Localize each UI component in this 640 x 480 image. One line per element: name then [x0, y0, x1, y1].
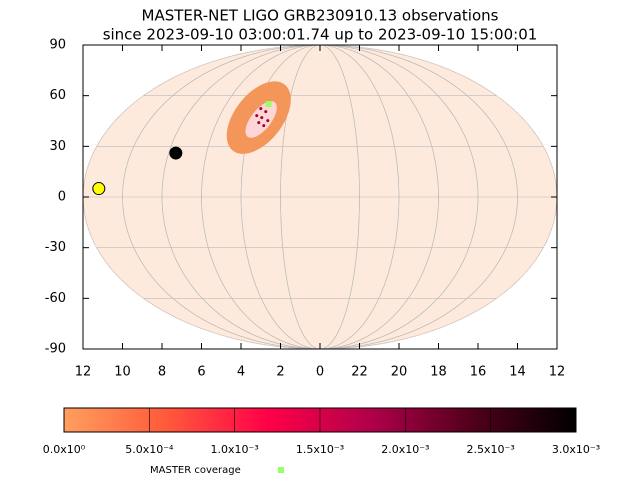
chart-title: MASTER-NET LIGO GRB230910.13 observation…	[142, 7, 499, 25]
localization-core	[245, 101, 277, 138]
colorbar-tick-label: 2.5x10⁻³	[467, 443, 515, 456]
colorbar-tick-label: 0.0x10⁰	[43, 443, 86, 456]
chart-subtitle: since 2023-09-10 03:00:01.74 up to 2023-…	[103, 26, 538, 44]
localization-speck	[255, 114, 259, 118]
x-tick-label: 0	[316, 365, 324, 380]
x-tick-label: 6	[197, 365, 205, 380]
coverage-point	[265, 101, 272, 108]
x-tick-label: 12	[549, 365, 566, 380]
localization-speck	[262, 124, 266, 128]
sun	[92, 182, 106, 196]
legend-swatch	[278, 467, 284, 473]
colorbar-tick-label: 1.0x10⁻³	[211, 443, 259, 456]
localization-speck	[260, 116, 264, 120]
x-tick-label: 12	[75, 365, 92, 380]
colorbar-tick-label: 1.5x10⁻³	[296, 443, 344, 456]
x-tick-label: 4	[237, 365, 245, 380]
grid	[83, 45, 557, 349]
meridian	[280, 45, 360, 349]
y-tick-label: -30	[45, 240, 66, 255]
localization-speck	[257, 121, 261, 125]
y-tick-label: 60	[49, 88, 66, 103]
localization-speck	[264, 110, 268, 114]
y-tick-label: -90	[45, 342, 66, 357]
x-tick-label: 18	[430, 365, 447, 380]
colorbar-tick-label: 3.0x10⁻³	[552, 443, 600, 456]
x-tick-label: 8	[158, 365, 166, 380]
x-tick-label: 22	[351, 365, 368, 380]
colorbar-tick-label: 5.0x10⁻⁴	[125, 443, 174, 456]
meridian	[161, 45, 479, 349]
x-tick-label: 2	[276, 365, 284, 380]
y-tick-label: 90	[49, 38, 66, 53]
y-tick-label: 0	[58, 190, 66, 205]
meridian	[201, 45, 439, 349]
colorbar-axis: 0.0x10⁰ 5.0x10⁻⁴ 1.0x10⁻³ 1.5x10⁻³ 2.0x10⁻³ 2…	[43, 408, 600, 456]
x-tick-label: 10	[114, 365, 131, 380]
meridian	[240, 45, 400, 349]
x-tick-label: 20	[391, 365, 408, 380]
marks	[92, 81, 291, 196]
colorbar-tick-label: 2.0x10⁻³	[381, 443, 429, 456]
x-tick-label: 16	[470, 365, 487, 380]
y-tick-label: 30	[49, 139, 66, 154]
legend-label: MASTER coverage	[150, 465, 241, 476]
y-tick-label: -60	[45, 291, 66, 306]
localization-speck	[259, 107, 263, 111]
x-tick-label: 14	[509, 365, 526, 380]
moon	[169, 146, 183, 160]
legend: MASTER coverage	[150, 465, 284, 476]
meridian	[122, 45, 518, 349]
localization-speck	[266, 119, 270, 123]
